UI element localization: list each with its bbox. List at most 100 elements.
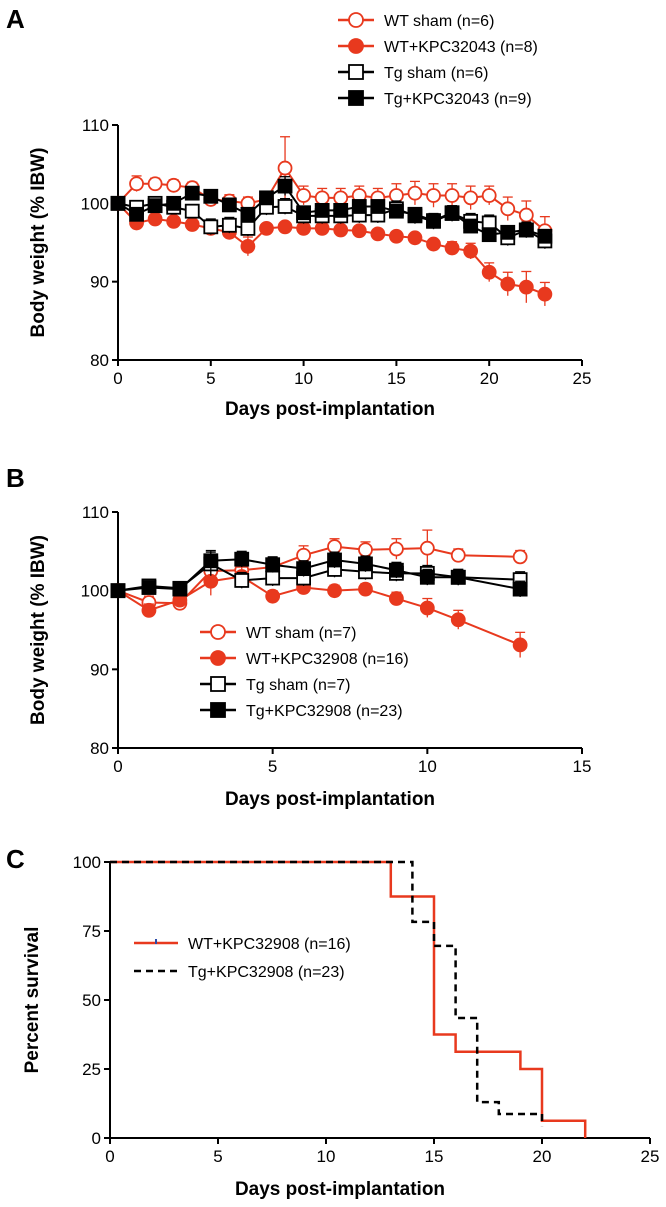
panel-b: B 80 90 100 110 0 5 10 15 Days post-implantation B… <box>6 463 591 810</box>
data-point <box>110 195 126 211</box>
data-point <box>240 239 256 254</box>
data-point <box>314 220 330 236</box>
legend-label: Tg sham (n=6) <box>384 65 488 82</box>
y-tick-label: 50 <box>82 991 101 1010</box>
data-point <box>296 220 312 236</box>
legend-item: Tg+KPC32908 (n=23) <box>200 702 403 720</box>
legend-label: Tg+KPC32908 (n=23) <box>188 964 345 981</box>
data-point <box>426 213 441 228</box>
legend-label: WT+KPC32043 (n=8) <box>384 39 538 56</box>
data-point <box>333 222 349 238</box>
series-0 <box>110 860 587 1138</box>
data-point <box>296 188 312 203</box>
data-point <box>518 207 534 223</box>
legend-item: WT+KPC32043 (n=8) <box>338 38 538 56</box>
data-point <box>172 581 188 597</box>
y-tick-label: 80 <box>90 351 109 370</box>
series-1 <box>110 860 544 1127</box>
data-point <box>481 227 497 243</box>
data-point <box>147 211 163 227</box>
x-tick-label: 25 <box>573 369 592 388</box>
x-tick-label: 10 <box>418 757 437 776</box>
data-point <box>203 219 219 235</box>
legend-item: WT sham (n=6) <box>338 12 494 30</box>
data-point <box>500 201 516 217</box>
x-axis-title: Days post-implantation <box>235 1179 445 1200</box>
data-point <box>388 228 404 244</box>
data-point <box>463 190 479 206</box>
legend-label: WT sham (n=7) <box>246 625 356 642</box>
legend-label: WT+KPC32908 (n=16) <box>246 651 409 668</box>
data-point <box>450 612 466 628</box>
data-point <box>327 583 342 599</box>
series-3 <box>110 176 553 244</box>
data-point <box>481 188 497 203</box>
legend-label: Tg+KPC32908 (n=23) <box>246 703 403 720</box>
data-point <box>388 203 404 219</box>
data-point <box>240 220 256 236</box>
data-point <box>141 580 157 595</box>
data-point <box>512 581 528 597</box>
x-axis-title: Days post-implantation <box>225 789 435 810</box>
data-point <box>463 218 479 234</box>
y-tick-label: 100 <box>73 853 101 872</box>
series-line <box>110 860 544 1127</box>
data-point <box>407 185 423 201</box>
data-point <box>518 222 534 238</box>
y-axis-title: Body weight (% IBW) <box>28 535 49 725</box>
legend-marker <box>348 90 364 106</box>
x-tick-label: 0 <box>113 369 122 388</box>
data-point <box>370 226 386 242</box>
data-point <box>221 197 237 213</box>
data-point <box>351 199 367 214</box>
data-point <box>129 176 144 192</box>
data-point <box>296 205 312 221</box>
data-point <box>221 217 237 233</box>
data-point <box>327 539 342 555</box>
legend-marker <box>210 676 226 692</box>
x-tick-label: 25 <box>641 1147 660 1166</box>
data-point <box>351 223 367 239</box>
panel-a: A 80 90 100 110 0 5 10 15 20 25 Days post-implantat… <box>6 4 591 420</box>
data-point <box>463 243 479 259</box>
x-axis-title: Days post-implantation <box>225 399 435 420</box>
y-tick-label: 80 <box>90 739 109 758</box>
data-point <box>184 217 200 232</box>
y-tick-label: 90 <box>90 273 109 292</box>
series-line <box>110 860 587 1138</box>
data-point <box>296 561 312 577</box>
data-point <box>388 562 404 578</box>
x-tick-label: 10 <box>294 369 313 388</box>
data-point <box>296 547 312 563</box>
y-tick-label: 100 <box>81 582 109 601</box>
x-tick-label: 0 <box>113 757 122 776</box>
y-tick-label: 25 <box>82 1060 101 1079</box>
data-point <box>444 205 460 221</box>
data-point <box>358 556 373 572</box>
data-point <box>129 206 144 222</box>
legend-item: Tg+KPC32043 (n=9) <box>338 90 532 108</box>
data-point <box>203 553 219 569</box>
data-point <box>277 199 293 214</box>
x-tick-label: 10 <box>317 1147 336 1166</box>
y-tick-label: 75 <box>82 922 101 941</box>
legend-label: WT sham (n=6) <box>384 13 494 30</box>
data-point <box>370 199 386 214</box>
data-point <box>388 541 404 557</box>
data-point <box>358 581 373 597</box>
data-point <box>110 583 126 599</box>
data-point <box>265 557 281 573</box>
data-point <box>419 540 435 556</box>
legend-marker <box>210 624 226 640</box>
x-tick-label: 15 <box>573 757 592 776</box>
y-axis-title: Body weight (% IBW) <box>28 148 49 338</box>
y-tick-label: 110 <box>82 503 109 522</box>
data-point <box>166 177 182 193</box>
panel-letter: A <box>6 4 25 34</box>
data-point <box>388 188 404 203</box>
data-point <box>147 198 163 214</box>
data-point <box>407 206 423 222</box>
legend-item: Tg sham (n=6) <box>338 64 488 82</box>
data-point <box>265 570 281 586</box>
